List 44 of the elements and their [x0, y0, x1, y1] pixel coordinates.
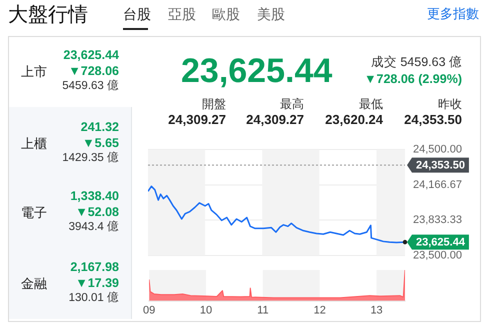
text: 24,353.50	[404, 112, 462, 128]
text: 241.32	[80, 120, 119, 135]
text: ▼52.08	[75, 205, 119, 220]
text: ▼5.65	[82, 136, 119, 151]
text: 5459.63 億	[62, 80, 119, 94]
x-tick-label: 12	[314, 304, 326, 316]
text: 昨收	[438, 97, 462, 112]
text: 上市	[21, 64, 47, 80]
text: 1,338.40	[70, 189, 119, 204]
x-tick-label: 09	[142, 304, 156, 316]
x-tick-label: 11	[257, 304, 269, 316]
text: ▼728.06	[68, 64, 119, 79]
y-tick-label: 23,833.33	[413, 214, 462, 226]
text: 23,625.44	[63, 48, 119, 63]
text: 2,167.98	[70, 260, 119, 275]
ref-line-label: 24,353.50	[416, 160, 465, 172]
text: ▼17.39	[75, 276, 119, 291]
annotation: 23,625.44	[416, 236, 466, 249]
text: 開盤	[202, 97, 226, 112]
text: 大盤行情	[8, 3, 88, 27]
text: 3943.4 億	[68, 221, 119, 235]
text: ▼728.06 (2.99%)	[364, 72, 462, 87]
text: 歐股	[212, 6, 240, 23]
text: 23,625.44	[181, 52, 332, 90]
text: 最高	[280, 97, 304, 112]
text: 1429.35 億	[62, 152, 119, 166]
text: 最低	[359, 97, 383, 112]
text: 電子	[21, 205, 47, 221]
x-tick-label: 13	[370, 304, 383, 316]
text: 美股	[257, 6, 285, 23]
text: 成交 5459.63 億	[370, 55, 462, 70]
text: 24,309.27	[246, 112, 304, 128]
text: 台股	[123, 6, 151, 23]
text: 更多指數	[427, 6, 479, 22]
text: 金融	[21, 276, 47, 292]
y-tick-label: 24,500.00	[413, 144, 462, 156]
text: 24,309.27	[168, 112, 226, 128]
text: 亞股	[168, 6, 196, 23]
x-tick-label: 10	[200, 304, 212, 316]
text: 上櫃	[21, 136, 47, 152]
y-tick-label: 24,166.67	[413, 178, 462, 191]
y-tick-label: 23,500.00	[413, 249, 462, 262]
text: 130.01 億	[68, 292, 119, 306]
text: 23,620.24	[325, 112, 383, 128]
